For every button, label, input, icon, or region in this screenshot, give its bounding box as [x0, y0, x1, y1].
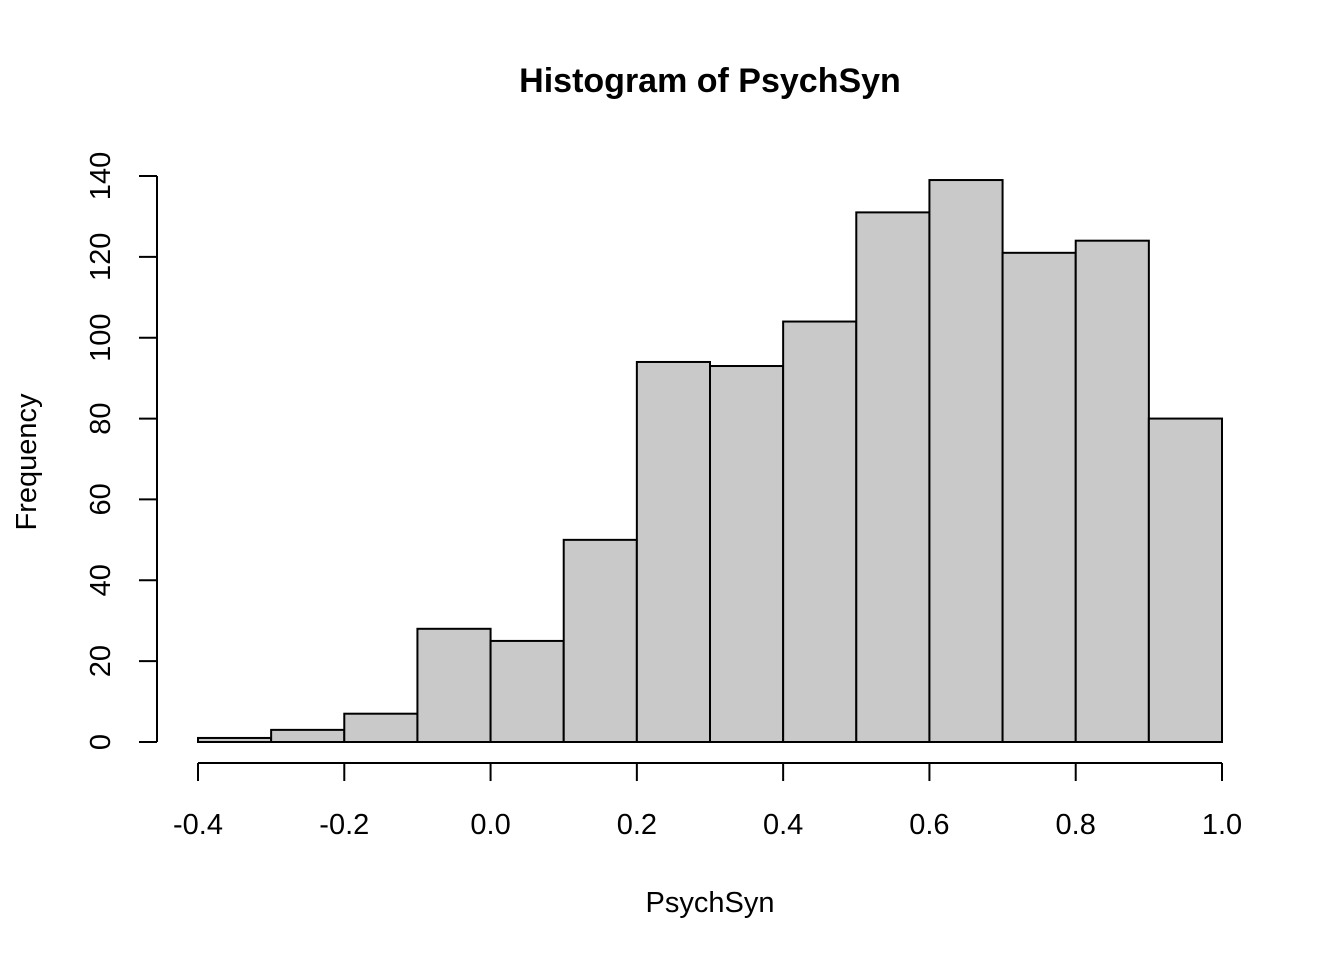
- histogram-bar: [562, 538, 638, 743]
- y-tick-label: 120: [85, 233, 117, 281]
- histogram-bar: [709, 365, 785, 743]
- histogram-bar: [416, 627, 492, 743]
- histogram-bar: [1074, 239, 1150, 744]
- histogram-bar: [1001, 251, 1077, 743]
- y-tick-label: 40: [85, 564, 117, 596]
- y-tick-label: 100: [85, 314, 117, 362]
- histogram-bar: [270, 728, 346, 743]
- x-tick-label: 0.4: [763, 809, 803, 841]
- x-tick-label: 0.0: [470, 809, 510, 841]
- x-tick-label: 0.8: [1056, 809, 1096, 841]
- x-tick-label: 0.2: [617, 809, 657, 841]
- x-tick-label: -0.2: [319, 809, 369, 841]
- x-axis-label: PsychSyn: [646, 887, 775, 919]
- x-tick-label: 0.6: [909, 809, 949, 841]
- histogram-bar: [855, 211, 931, 743]
- y-axis-label: Frequency: [11, 393, 43, 531]
- x-tick-label: -0.4: [173, 809, 223, 841]
- histogram-bar: [489, 639, 565, 744]
- y-axis: 0 20 40 60 80 100 120 140: [85, 152, 158, 750]
- histogram-bar: [635, 360, 711, 743]
- y-tick-label: 0: [85, 734, 117, 750]
- histogram-bar: [782, 320, 858, 743]
- bars-group: [197, 179, 1224, 744]
- y-tick-label: 20: [85, 645, 117, 677]
- histogram-bar: [1147, 417, 1224, 743]
- chart-title: Histogram of PsychSyn: [519, 62, 901, 100]
- histogram-bar: [928, 179, 1004, 744]
- x-axis: -0.4 -0.2 0.0 0.2 0.4 0.6 0.8 1.0: [173, 762, 1242, 841]
- histogram-bar: [197, 736, 273, 744]
- y-tick-label: 60: [85, 483, 117, 515]
- histogram-bar: [343, 712, 419, 744]
- y-tick-label: 140: [85, 152, 117, 200]
- x-tick-label: 1.0: [1202, 809, 1242, 841]
- y-tick-label: 80: [85, 402, 117, 434]
